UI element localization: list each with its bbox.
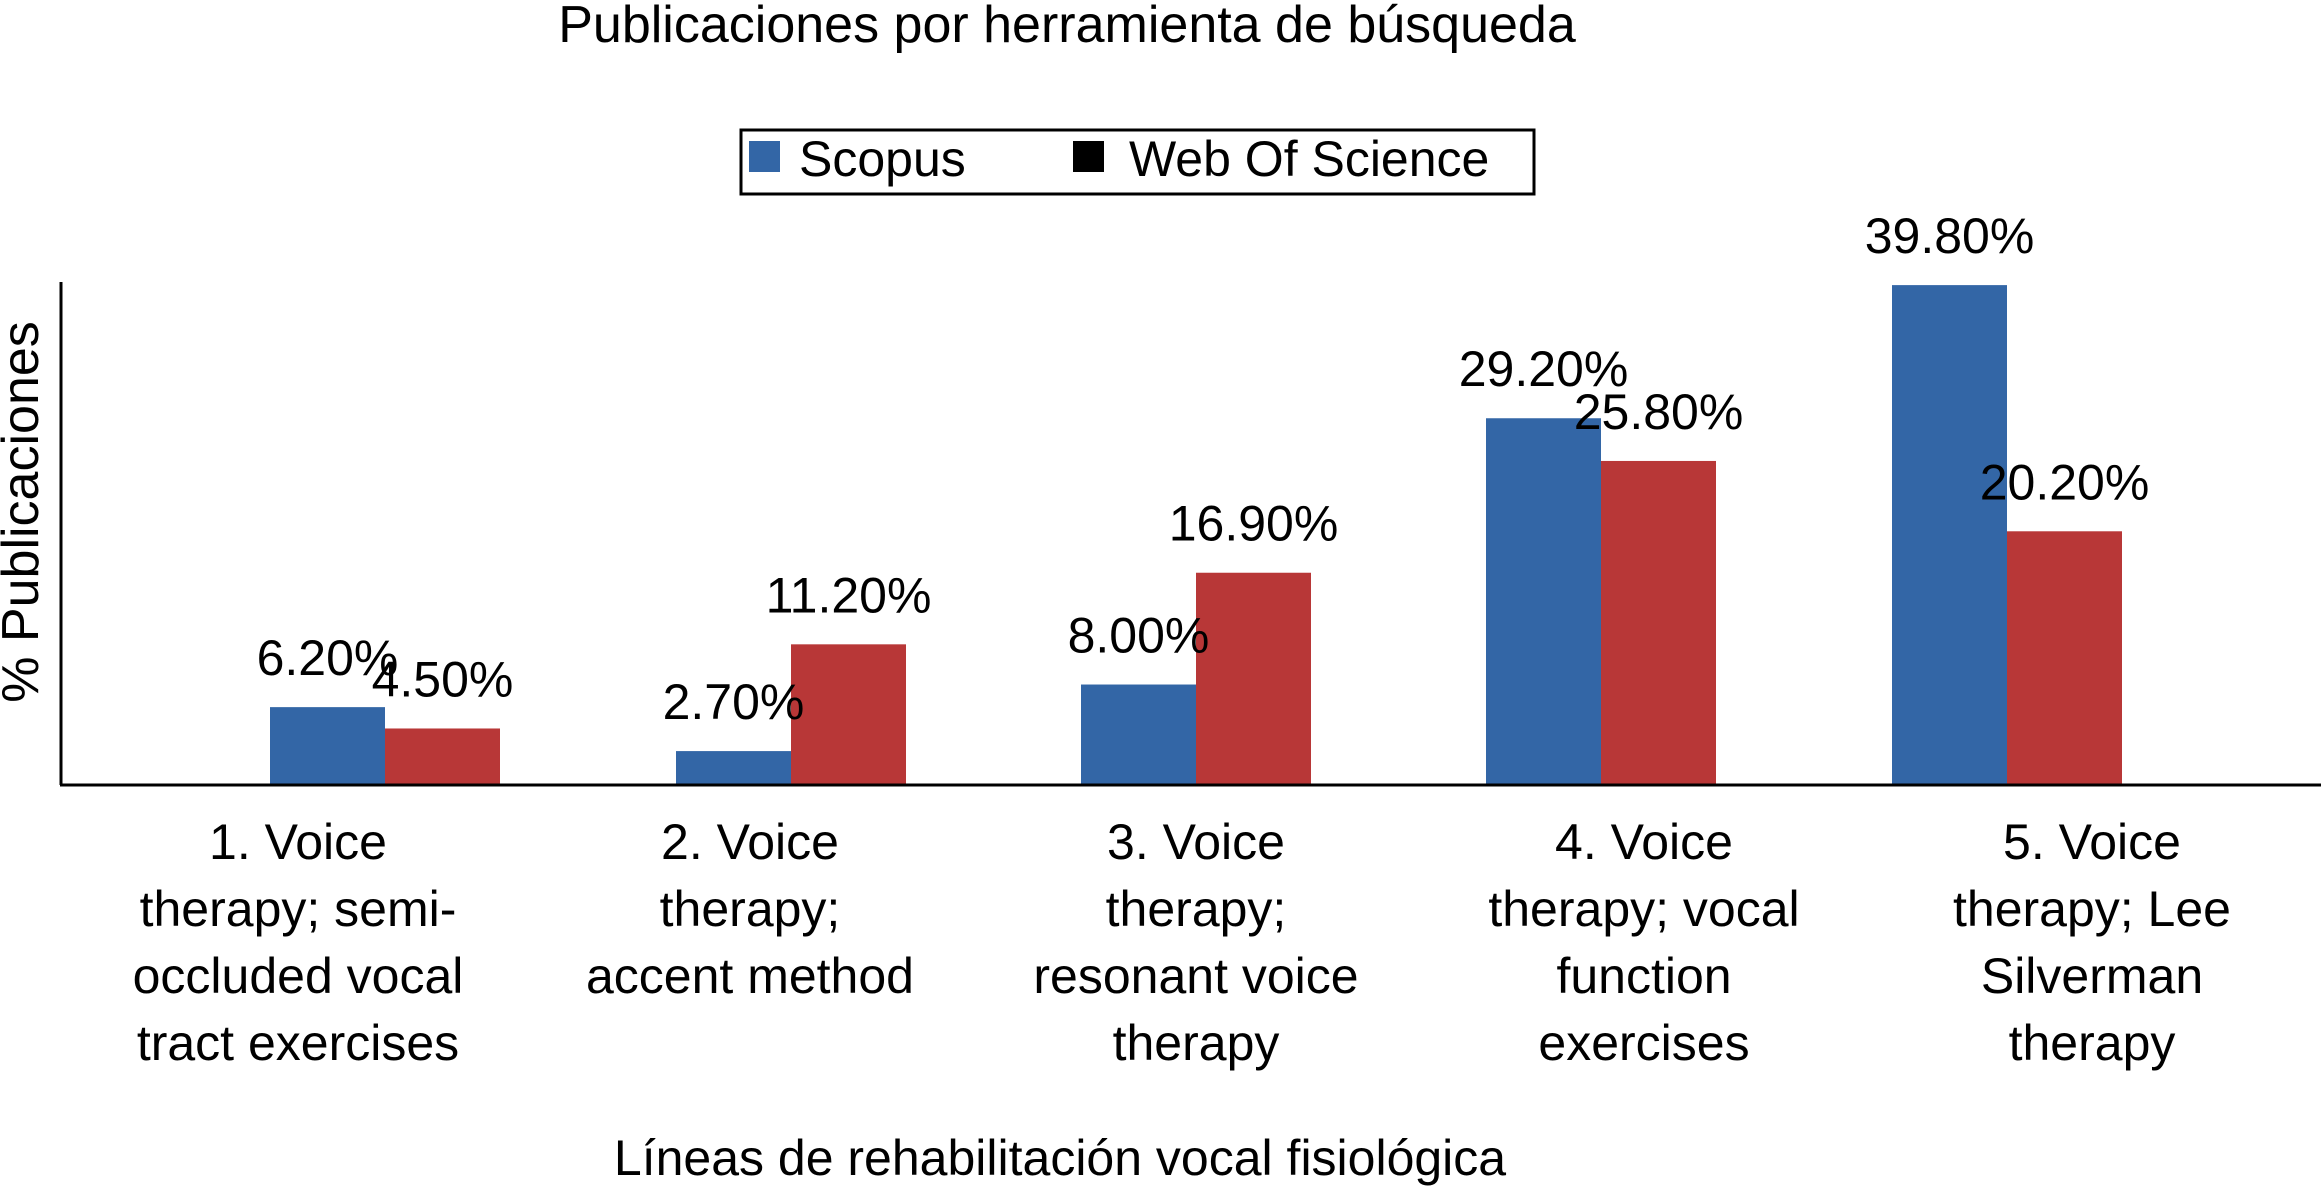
value-label-web-of-science-3: 16.90% [1169,496,1339,552]
value-label-scopus-2: 2.70% [663,674,805,730]
bar-scopus-4 [1486,418,1601,785]
value-label-scopus-5: 39.80% [1865,208,2035,264]
x-axis-label: Líneas de rehabilitación vocal fisiológi… [614,1130,1506,1186]
value-labels-layer: 6.20% 2.70% 8.00% 29.20% 39.80% 4.50% 11.20% 16… [257,208,2150,730]
category-label-4: 4. Voice therapy; vocal function exercises [1488,814,1799,1071]
bar-web-of-science-2 [791,644,906,785]
value-label-web-of-science-2: 11.20% [766,567,932,623]
value-label-web-of-science-1: 4.50% [372,651,514,707]
bar-web-of-science-5 [2007,531,2122,785]
category-label-1: 1. Voice therapy; semi-occluded vocal trac… [133,814,464,1071]
legend-label-scopus: Scopus [799,131,966,187]
category-label-2: 2. Voice therapy; accent method [586,814,914,1004]
category-label-3: 3. Voice therapy; resonant voice therapy [1033,814,1358,1071]
bar-web-of-science-4 [1601,460,1716,785]
category-labels-layer: 1. Voice therapy; semi-occluded vocal trac… [133,814,2231,1071]
value-label-web-of-science-4: 25.80% [1574,384,1744,440]
value-label-scopus-3: 8.00% [1068,608,1210,664]
chart-title: Publicaciones por herramienta de búsqued… [558,0,1576,54]
legend-label-web-of-science: Web Of Science [1129,131,1489,187]
bar-web-of-science-3 [1196,572,1311,785]
bar-scopus-5 [1892,285,2007,785]
value-label-scopus-1: 6.20% [257,630,399,686]
legend-box [739,128,1536,196]
bar-scopus-2 [676,751,791,785]
bar-scopus-3 [1081,684,1196,785]
legend: Scopus Web Of Science [739,128,1536,196]
bars-layer [270,285,2122,785]
bar-scopus-1 [270,707,385,785]
y-axis-label: % Publicaciones [0,321,50,703]
bar-web-of-science-1 [385,728,500,785]
value-label-web-of-science-5: 20.20% [1980,454,2150,510]
legend-swatch-scopus [749,141,780,172]
category-label-5: 5. Voice therapy; Lee Silverman therapy [1953,814,2231,1071]
value-label-scopus-4: 29.20% [1459,341,1629,397]
legend-swatch-web-of-science [1073,141,1104,172]
axes [59,282,2321,787]
